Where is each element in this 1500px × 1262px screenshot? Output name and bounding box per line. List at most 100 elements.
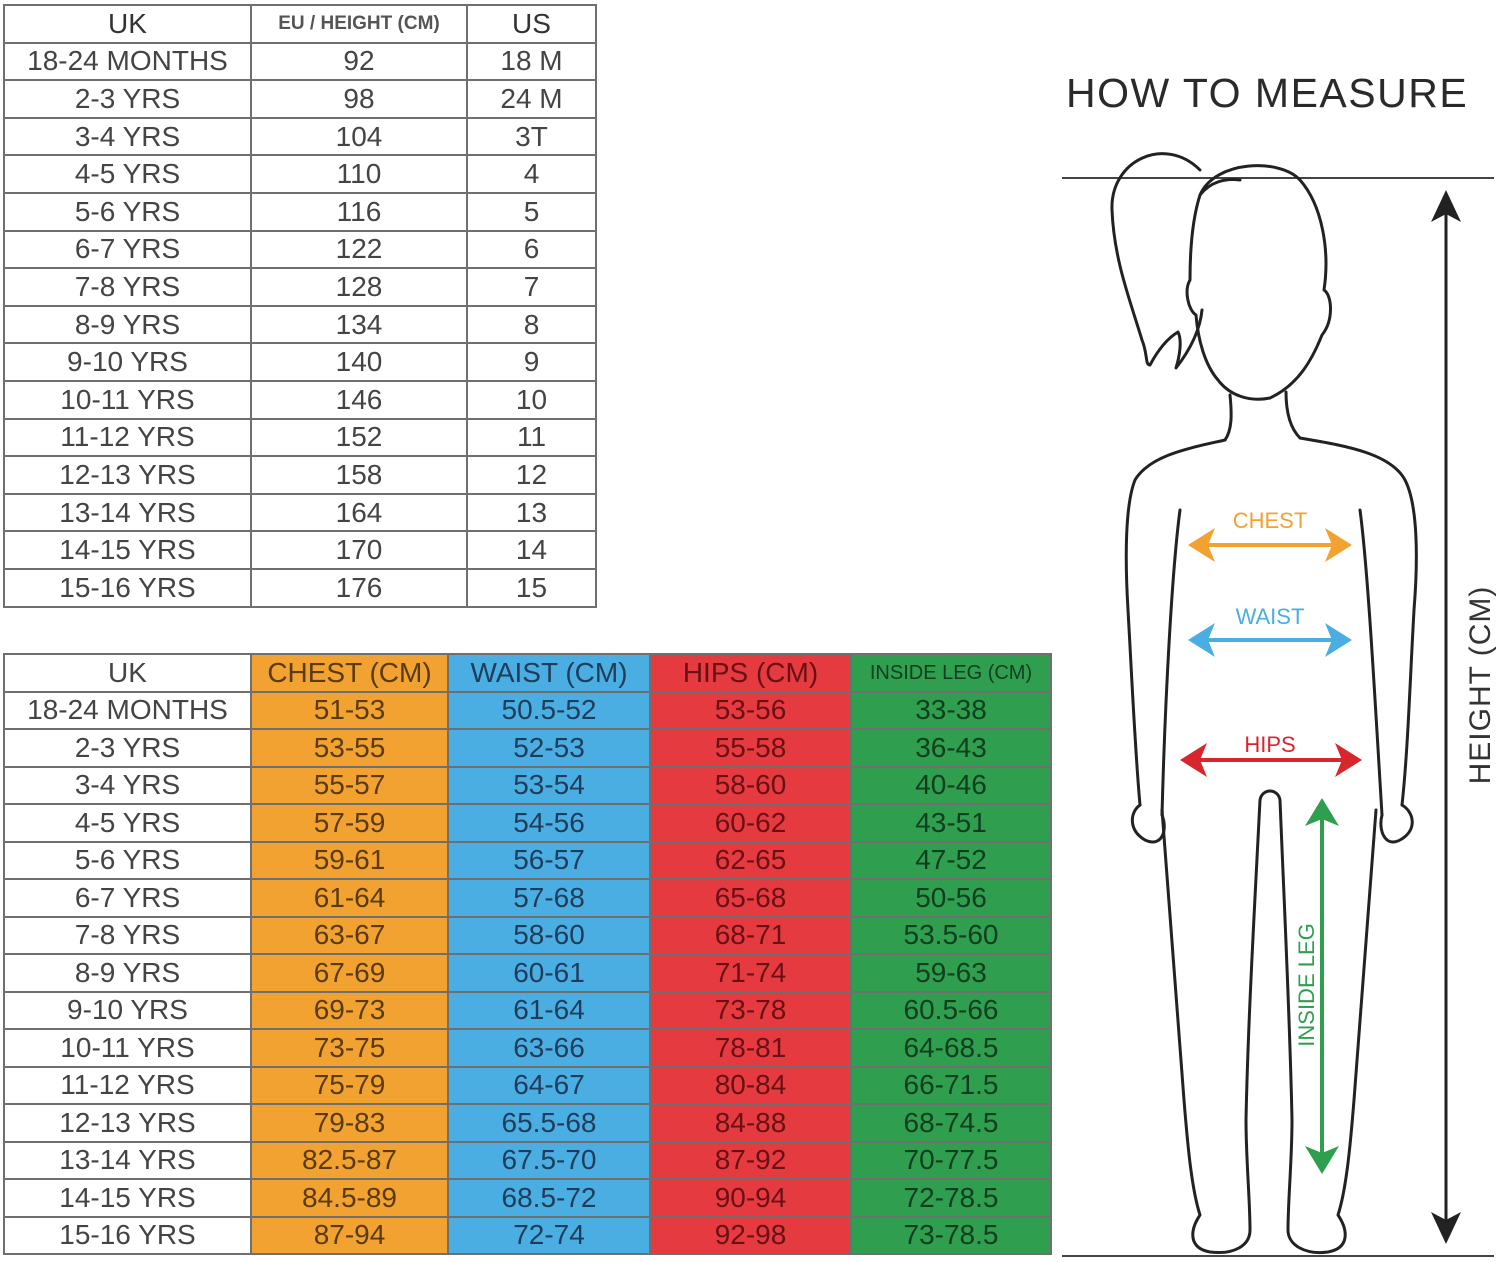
eu-height-cell: 140 xyxy=(250,342,468,382)
waist-label: WAIST xyxy=(1236,604,1305,629)
uk-size-cell: 6-7 YRS xyxy=(3,878,252,918)
uk-size-cell: 9-10 YRS xyxy=(3,990,252,1030)
inside-leg-cell: 66-71.5 xyxy=(850,1065,1052,1105)
table-row: 14-15 YRS 84.5-89 68.5-72 90-94 72-78.5 xyxy=(3,1178,1052,1218)
waist-cell: 57-68 xyxy=(447,878,651,918)
eu-height-cell: 134 xyxy=(250,304,468,345)
table-header-row: UK CHEST (CM) WAIST (CM) HIPS (CM) INSID… xyxy=(3,653,1052,693)
uk-size-cell: 9-10 YRS xyxy=(3,342,252,382)
table-row: 9-10 YRS 140 9 xyxy=(3,342,597,382)
waist-cell: 53-54 xyxy=(447,765,651,805)
us-size-cell: 10 xyxy=(466,379,597,420)
eu-height-cell: 98 xyxy=(250,79,468,119)
uk-size-cell: 5-6 YRS xyxy=(3,191,252,232)
us-size-cell: 9 xyxy=(466,342,597,382)
height-measure-arrow: HEIGHT (CM) xyxy=(1431,190,1497,1244)
table-row: 15-16 YRS 176 15 xyxy=(3,567,597,608)
hips-cell: 73-78 xyxy=(649,990,852,1030)
waist-measure-arrow: WAIST xyxy=(1188,604,1352,657)
inside-leg-cell: 70-77.5 xyxy=(850,1140,1052,1180)
chest-cell: 79-83 xyxy=(250,1103,449,1143)
hips-cell: 60-62 xyxy=(649,803,852,843)
uk-size-cell: 7-8 YRS xyxy=(3,267,252,307)
eu-height-cell: 170 xyxy=(250,530,468,570)
eu-height-cell: 158 xyxy=(250,455,468,495)
chest-cell: 67-69 xyxy=(250,953,449,993)
table-row: 11-12 YRS 75-79 64-67 80-84 66-71.5 xyxy=(3,1065,1052,1105)
table-row: 14-15 YRS 170 14 xyxy=(3,530,597,570)
table-row: 3-4 YRS 55-57 53-54 58-60 40-46 xyxy=(3,765,1052,805)
uk-size-cell: 18-24 MONTHS xyxy=(3,41,252,82)
hips-cell: 87-92 xyxy=(649,1140,852,1180)
hips-cell: 80-84 xyxy=(649,1065,852,1105)
chest-cell: 87-94 xyxy=(250,1215,449,1255)
hips-cell: 62-65 xyxy=(649,840,852,880)
height-label: HEIGHT (CM) xyxy=(1464,586,1497,785)
waist-cell: 54-56 xyxy=(447,803,651,843)
header-eu-height: EU / HEIGHT (CM) xyxy=(250,4,468,44)
hips-label: HIPS xyxy=(1244,732,1295,757)
table-row: 13-14 YRS 82.5-87 67.5-70 87-92 70-77.5 xyxy=(3,1140,1052,1180)
waist-cell: 63-66 xyxy=(447,1028,651,1068)
hips-cell: 78-81 xyxy=(649,1028,852,1068)
us-size-cell: 24 M xyxy=(466,79,597,119)
table-row: 10-11 YRS 146 10 xyxy=(3,379,597,420)
hips-measure-arrow: HIPS xyxy=(1180,732,1362,777)
chest-cell: 53-55 xyxy=(250,728,449,768)
uk-size-cell: 11-12 YRS xyxy=(3,1065,252,1105)
inside-leg-label: INSIDE LEG xyxy=(1294,923,1319,1046)
uk-size-cell: 10-11 YRS xyxy=(3,1028,252,1068)
uk-size-cell: 8-9 YRS xyxy=(3,304,252,345)
us-size-cell: 13 xyxy=(466,492,597,533)
measurement-figure: CHEST WAIST HIPS INSIDE LEG HEIGHT (CM) xyxy=(1062,152,1497,1257)
header-inside-leg: INSIDE LEG (CM) xyxy=(850,653,1052,693)
inside-leg-cell: 50-56 xyxy=(850,878,1052,918)
waist-cell: 72-74 xyxy=(447,1215,651,1255)
waist-cell: 64-67 xyxy=(447,1065,651,1105)
table-row: 5-6 YRS 59-61 56-57 62-65 47-52 xyxy=(3,840,1052,880)
chest-cell: 61-64 xyxy=(250,878,449,918)
waist-cell: 60-61 xyxy=(447,953,651,993)
hips-cell: 90-94 xyxy=(649,1178,852,1218)
inside-leg-cell: 33-38 xyxy=(850,690,1052,730)
waist-cell: 67.5-70 xyxy=(447,1140,651,1180)
inside-leg-cell: 40-46 xyxy=(850,765,1052,805)
chest-cell: 55-57 xyxy=(250,765,449,805)
eu-height-cell: 152 xyxy=(250,417,468,458)
hips-cell: 55-58 xyxy=(649,728,852,768)
header-us: US xyxy=(466,4,597,44)
chest-cell: 63-67 xyxy=(250,915,449,955)
inside-leg-cell: 47-52 xyxy=(850,840,1052,880)
how-to-measure-title: HOW TO MEASURE xyxy=(1066,70,1469,116)
uk-size-cell: 3-4 YRS xyxy=(3,116,252,157)
uk-size-cell: 15-16 YRS xyxy=(3,567,252,608)
eu-height-cell: 104 xyxy=(250,116,468,157)
chest-cell: 51-53 xyxy=(250,690,449,730)
table-row: 18-24 MONTHS 51-53 50.5-52 53-56 33-38 xyxy=(3,690,1052,730)
uk-size-cell: 12-13 YRS xyxy=(3,1103,252,1143)
inside-leg-cell: 53.5-60 xyxy=(850,915,1052,955)
child-silhouette xyxy=(1110,152,1418,1255)
hips-cell: 71-74 xyxy=(649,953,852,993)
header-uk: UK xyxy=(3,4,252,44)
uk-size-cell: 14-15 YRS xyxy=(3,1178,252,1218)
table-row: 11-12 YRS 152 11 xyxy=(3,417,597,458)
waist-cell: 61-64 xyxy=(447,990,651,1030)
hips-cell: 92-98 xyxy=(649,1215,852,1255)
table-row: 5-6 YRS 116 5 xyxy=(3,191,597,232)
eu-height-cell: 110 xyxy=(250,154,468,194)
uk-size-cell: 11-12 YRS xyxy=(3,417,252,458)
table-row: 3-4 YRS 104 3T xyxy=(3,116,597,157)
hips-cell: 58-60 xyxy=(649,765,852,805)
uk-size-cell: 3-4 YRS xyxy=(3,765,252,805)
uk-size-cell: 4-5 YRS xyxy=(3,803,252,843)
table-row: 6-7 YRS 122 6 xyxy=(3,229,597,270)
table-row: 10-11 YRS 73-75 63-66 78-81 64-68.5 xyxy=(3,1028,1052,1068)
table-row: 6-7 YRS 61-64 57-68 65-68 50-56 xyxy=(3,878,1052,918)
header-waist: WAIST (CM) xyxy=(447,653,651,693)
table-row: 2-3 YRS 53-55 52-53 55-58 36-43 xyxy=(3,728,1052,768)
uk-size-cell: 8-9 YRS xyxy=(3,953,252,993)
waist-cell: 65.5-68 xyxy=(447,1103,651,1143)
us-size-cell: 7 xyxy=(466,267,597,307)
table-row: 12-13 YRS 158 12 xyxy=(3,455,597,495)
